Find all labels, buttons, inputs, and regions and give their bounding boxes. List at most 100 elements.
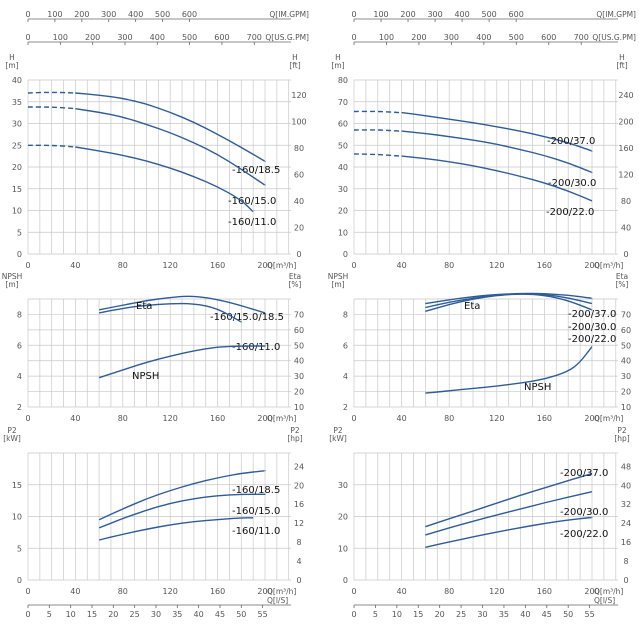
top-axis-tick-label: 300 (101, 10, 116, 19)
curve-label: -160/15.0/18.5 (210, 312, 284, 323)
top-axis-tick-label: 300 (427, 10, 442, 19)
top-axis-tick-label: 0 (25, 33, 30, 42)
x-tick-label: 0 (351, 414, 356, 423)
top-axis-tick-label: 0 (351, 10, 356, 19)
y-tick-label: 8 (343, 310, 348, 319)
y2-tick-label: 80 (621, 197, 631, 206)
top-axis-tick-label: 200 (74, 10, 89, 19)
curve--160/15.0 (75, 108, 266, 186)
y-tick-label: 30 (12, 120, 22, 129)
x-tick-label: 120 (163, 261, 178, 270)
curve--160/18.5 (75, 92, 266, 163)
y2-tick-label: 20 (294, 388, 304, 397)
curve-label: -200/22.0 (546, 207, 594, 218)
y2-tick-label: 48 (621, 462, 631, 471)
y2-axis-unit: Eta [%] (289, 272, 302, 289)
y2-tick-label: 100 (291, 117, 306, 126)
y-tick-label: 20 (338, 513, 348, 522)
curve-label: -200/30.0 (548, 178, 596, 189)
top-axis-tick-label: 600 (182, 10, 197, 19)
y-tick-label: 20 (338, 207, 348, 216)
curve-label: -160/18.5 (232, 165, 280, 176)
x-tick-label: 0 (25, 261, 30, 270)
y2-tick-label: 20 (294, 481, 304, 490)
y-tick-label: 0 (343, 250, 348, 259)
ls-axis-tick-label: 25 (456, 610, 466, 619)
top-axis-unit: Q[US.G.PM] (592, 33, 636, 42)
curve-label: -200/22.0 (568, 334, 616, 345)
top-axis-tick-label: 200 (400, 10, 415, 19)
curve-label: -200/37.0 (568, 309, 616, 320)
curve-NPSH (98, 345, 266, 379)
curve-dashed--160/11.0 (28, 144, 77, 148)
y-tick-label: 50 (338, 141, 348, 150)
y-axis-unit: NPSH [m] (2, 272, 23, 289)
x-tick-label: 80 (118, 414, 128, 423)
x-tick-label: 160 (537, 414, 552, 423)
ls-axis-tick-label: 15 (413, 610, 423, 619)
ls-axis-tick-label: 35 (499, 610, 509, 619)
x-tick-label: 80 (444, 587, 454, 596)
y2-tick-label: 120 (618, 170, 633, 179)
top-axis-tick-label: 500 (182, 33, 197, 42)
y2-axis-unit: H [ft] (616, 53, 627, 70)
curve-label: -160/15.0 (228, 196, 276, 207)
curve-label: NPSH (524, 382, 551, 393)
ls-axis-tick-label: 45 (215, 610, 225, 619)
x-tick-label: 200 (584, 414, 599, 423)
x-tick-label: 40 (397, 587, 407, 596)
top-axis-tick-label: 400 (476, 33, 491, 42)
x-tick-label: 160 (537, 587, 552, 596)
y2-tick-label: 160 (618, 144, 633, 153)
y2-tick-label: 80 (294, 144, 304, 153)
top-axis-tick-label: 500 (481, 10, 496, 19)
curve-label: NPSH (132, 371, 159, 382)
x-tick-label: 160 (210, 261, 225, 270)
ls-axis-tick-label: 40 (194, 610, 204, 619)
ls-axis-tick-label: 5 (373, 610, 378, 619)
curve-label: -160/11.0 (228, 217, 276, 228)
x-axis-unit: Q[m³/h] (594, 261, 623, 270)
x-tick-label: 200 (257, 414, 272, 423)
y2-tick-label: 40 (621, 223, 631, 232)
x-tick-label: 0 (25, 414, 30, 423)
top-axis-tick-label: 600 (509, 10, 524, 19)
y2-tick-label: 40 (621, 481, 631, 490)
y2-tick-label: 0 (623, 250, 628, 259)
y2-axis-unit: P2 [hp] (287, 426, 302, 443)
y2-tick-label: 12 (294, 519, 304, 528)
curve--200/30.0 (401, 130, 593, 174)
y2-tick-label: 10 (621, 403, 631, 412)
curve--200/30.0 (425, 491, 593, 536)
y2-tick-label: 40 (294, 357, 304, 366)
x-tick-label: 80 (118, 587, 128, 596)
y-axis-unit: P2 [kW] (329, 426, 347, 443)
curve-dashed--160/15.0 (28, 106, 77, 110)
top-axis-tick-label: 0 (25, 10, 30, 19)
y-axis-unit: P2 [kW] (3, 426, 21, 443)
y2-tick-label: 20 (621, 388, 631, 397)
curve-NPSH (425, 346, 593, 394)
curve-label: -160/18.5 (232, 485, 280, 496)
ls-axis-tick-label: 30 (151, 610, 161, 619)
top-axis-unit: Q[IM.GPM] (269, 10, 309, 19)
ls-axis-tick-label: 40 (520, 610, 530, 619)
ls-axis-tick-label: 0 (25, 610, 30, 619)
y-tick-label: 10 (12, 513, 22, 522)
top-axis-tick-label: 600 (541, 33, 556, 42)
eta-label: Eta (136, 301, 152, 312)
y2-tick-label: 120 (291, 91, 306, 100)
ls-axis-tick-label: 55 (585, 610, 595, 619)
curve-label: -200/30.0 (560, 507, 608, 518)
top-axis-tick-label: 700 (574, 33, 589, 42)
y-tick-label: 0 (17, 250, 22, 259)
y2-tick-label: 16 (621, 538, 631, 547)
curve-dashed--160/18.5 (27, 91, 77, 94)
y-tick-label: 10 (338, 544, 348, 553)
top-axis-tick-label: 400 (150, 33, 165, 42)
y2-tick-label: 40 (621, 357, 631, 366)
